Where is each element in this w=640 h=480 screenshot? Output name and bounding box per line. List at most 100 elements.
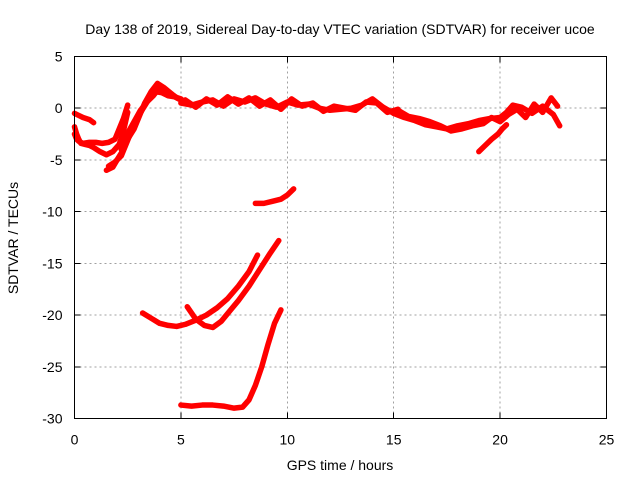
data-point: [459, 126, 465, 132]
data-point: [406, 114, 411, 119]
data-point: [235, 283, 241, 289]
data-point: [118, 147, 124, 152]
data-point: [144, 99, 150, 105]
data-point: [246, 283, 252, 289]
data-point: [284, 192, 290, 198]
data-point: [104, 167, 109, 173]
data-point: [163, 87, 169, 92]
data-point: [363, 99, 369, 105]
data-point: [523, 115, 529, 120]
data-point: [76, 113, 82, 118]
data-point: [476, 149, 482, 155]
data-point: [384, 109, 390, 115]
data-point: [252, 383, 258, 388]
data-point: [199, 402, 205, 408]
data-point: [240, 404, 246, 410]
data-point: [278, 307, 284, 313]
data-point: [182, 321, 188, 327]
y-tick-label: -15: [42, 255, 62, 271]
data-point: [121, 128, 126, 134]
data-point: [155, 80, 160, 86]
data-point: [257, 267, 263, 272]
data-point: [106, 139, 111, 145]
data-point: [193, 316, 199, 322]
data-point: [80, 115, 86, 120]
data-point: [201, 323, 207, 328]
data-point: [395, 107, 401, 113]
x-tick-label: 25: [599, 432, 615, 448]
data-point: [157, 320, 163, 326]
y-tick-label: -10: [42, 204, 62, 220]
data-point: [331, 103, 337, 109]
axis-ticks: 0 5 10 15 20 25 -30 -25 -20 -15 -10 -5 0 5: [42, 49, 614, 448]
data-point: [270, 198, 275, 204]
series-line-arc-near-minus-20-b: [184, 237, 282, 331]
y-tick-label: -5: [50, 152, 63, 168]
data-point: [482, 143, 488, 148]
data-point: [276, 238, 282, 244]
data-point: [116, 126, 122, 132]
y-tick-label: -20: [42, 307, 62, 323]
data-point: [506, 112, 512, 117]
data-point: [193, 104, 199, 110]
data-point: [91, 145, 97, 150]
data-point: [416, 116, 422, 121]
data-point: [214, 305, 220, 311]
x-tick-label: 5: [177, 432, 185, 448]
data-point: [480, 121, 486, 127]
data-point: [504, 122, 509, 128]
data-point: [470, 123, 475, 129]
data-point: [374, 100, 380, 106]
data-point: [510, 102, 516, 108]
data-point: [540, 109, 546, 115]
data-point: [97, 149, 103, 155]
data-point: [272, 320, 277, 326]
data-point: [184, 304, 190, 310]
data-point: [225, 94, 231, 100]
data-point: [495, 131, 501, 137]
data-point: [210, 402, 216, 408]
data-point: [76, 138, 82, 144]
data-point: [321, 108, 326, 114]
data-point: [110, 149, 116, 155]
data-point: [235, 101, 241, 107]
data-point: [267, 97, 273, 103]
data-point: [548, 95, 554, 101]
data-point: [93, 139, 99, 145]
series-line-arc-near-minus-29: [178, 307, 284, 411]
data-point: [99, 140, 105, 146]
chart-title: Day 138 of 2019, Sidereal Day-to-day VTE…: [85, 21, 595, 37]
data-point: [87, 139, 92, 145]
data-point: [291, 186, 297, 192]
data-point: [112, 159, 118, 165]
data-point: [148, 315, 154, 321]
data-point: [267, 250, 273, 256]
data-point: [221, 103, 226, 109]
data-point: [165, 323, 171, 328]
data-point: [531, 101, 537, 107]
data-point: [138, 107, 143, 113]
y-tick-label: -30: [42, 411, 62, 427]
data-point: [278, 196, 284, 202]
data-point: [427, 119, 433, 125]
data-point: [204, 96, 209, 102]
data-point: [310, 100, 316, 106]
data-point: [218, 318, 224, 324]
data-point: [178, 402, 184, 408]
data-point: [118, 153, 124, 159]
data-point: [499, 126, 505, 132]
data-point: [189, 403, 194, 409]
data-series: [71, 80, 563, 411]
x-tick-label: 20: [492, 432, 508, 448]
data-point: [106, 163, 111, 169]
data-point: [299, 103, 305, 109]
data-point: [121, 116, 126, 121]
data-point: [514, 106, 520, 112]
x-tick-label: 15: [386, 432, 402, 448]
data-point: [278, 106, 284, 112]
data-point: [227, 308, 233, 314]
data-point: [497, 119, 503, 125]
data-point: [104, 152, 109, 158]
data-point: [557, 123, 563, 129]
